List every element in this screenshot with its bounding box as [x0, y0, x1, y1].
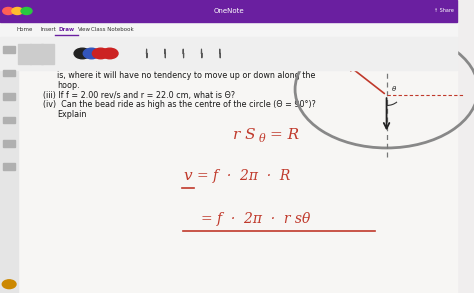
Text: v: v — [183, 169, 191, 183]
Circle shape — [12, 7, 23, 15]
Circle shape — [74, 48, 91, 59]
Bar — [30, 44, 43, 64]
Text: θ: θ — [258, 134, 265, 144]
Bar — [3, 140, 15, 146]
Bar — [3, 46, 15, 53]
Text: = f  ·  2π  ·  r sθ: = f · 2π · r sθ — [201, 212, 310, 226]
Text: (iii) If f = 2.00 rev/s and r = 22.0 cm, what is Θ?: (iii) If f = 2.00 rev/s and r = 22.0 cm,… — [44, 91, 236, 100]
Text: ↑ Share: ↑ Share — [434, 8, 454, 13]
Circle shape — [21, 7, 32, 15]
Bar — [18, 70, 457, 293]
Bar — [3, 163, 15, 170]
Text: (ii)  Determine the angle Θ where the bead will be in equilibrium, that: (ii) Determine the angle Θ where the bea… — [44, 62, 324, 71]
Bar — [0, 22, 457, 37]
Text: View: View — [78, 27, 91, 32]
Circle shape — [101, 48, 118, 59]
Text: = R: = R — [270, 128, 299, 142]
Bar — [0, 37, 457, 70]
Text: hoop.: hoop. — [57, 81, 80, 90]
Bar — [0, 70, 18, 293]
Text: Home: Home — [17, 27, 33, 32]
Bar — [41, 44, 54, 64]
Bar — [3, 117, 15, 123]
Bar — [18, 44, 31, 64]
Text: r S: r S — [233, 128, 256, 142]
Text: Explain: Explain — [57, 110, 87, 119]
Text: Insert: Insert — [40, 27, 56, 32]
Text: and r. Circumference = 2π(radius): and r. Circumference = 2π(radius) — [57, 52, 194, 61]
Circle shape — [3, 7, 14, 15]
Text: $\theta$: $\theta$ — [391, 84, 397, 93]
Text: frequency f.: frequency f. — [44, 32, 94, 41]
Text: (iv)  Can the bead ride as high as the centre of the circle (Θ = 90°)?: (iv) Can the bead ride as high as the ce… — [44, 100, 316, 110]
Text: (i)   Determine an equation for the speed v of the bead in terms of f, Θ,: (i) Determine an equation for the speed … — [44, 42, 330, 52]
Text: OneNote: OneNote — [213, 8, 244, 14]
Text: = f  ·  2π  ·  R: = f · 2π · R — [197, 169, 290, 183]
Text: is, where it will have no tendency to move up or down along the: is, where it will have no tendency to mo… — [57, 71, 316, 81]
Bar — [3, 93, 15, 100]
Text: Draw: Draw — [58, 27, 74, 32]
Text: Class Notebook: Class Notebook — [91, 27, 134, 32]
Circle shape — [83, 48, 100, 59]
Circle shape — [92, 48, 109, 59]
Bar — [0, 0, 457, 22]
Circle shape — [2, 280, 16, 289]
Bar — [3, 70, 15, 76]
